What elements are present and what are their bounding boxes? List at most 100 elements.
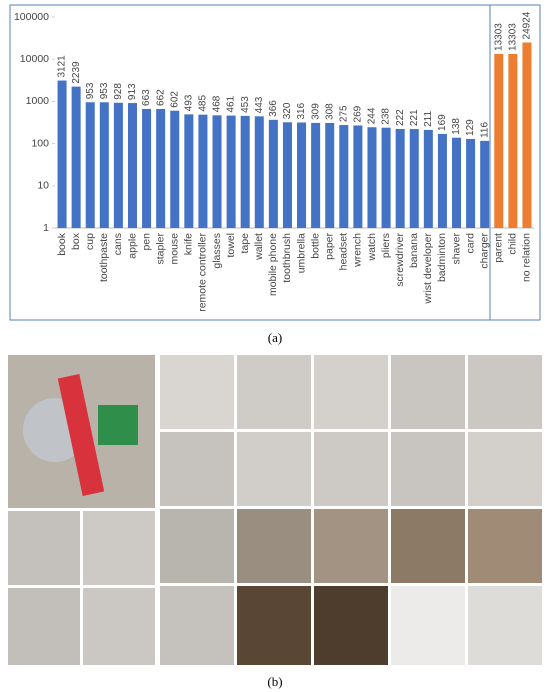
photo (160, 355, 234, 429)
photo (83, 588, 155, 665)
x-tick-label: stapler (154, 232, 166, 264)
x-tick-label: pen (140, 233, 152, 251)
photo (391, 355, 465, 429)
bar (466, 138, 476, 228)
bar (409, 129, 419, 228)
photo (160, 432, 234, 506)
x-tick-label: parent (493, 233, 505, 263)
x-tick-label: paper (324, 233, 336, 260)
value-label: 320 (282, 102, 293, 119)
photo (237, 586, 311, 665)
bar (395, 128, 405, 228)
value-label: 221 (409, 109, 420, 126)
bar (268, 119, 278, 228)
bar (423, 129, 433, 228)
x-tick-label: bottle (309, 233, 321, 259)
value-label: 309 (310, 103, 321, 120)
value-label: 953 (85, 82, 96, 99)
x-tick-label: knife (183, 233, 195, 255)
value-label: 461 (226, 95, 237, 112)
y-tick-label: 100000 (14, 11, 49, 23)
bar (353, 125, 363, 228)
photo (468, 355, 542, 429)
x-tick-label: umbrella (295, 233, 307, 273)
photo (314, 509, 388, 583)
x-tick-label: book (56, 232, 68, 256)
x-tick-label: glasses (211, 233, 223, 269)
x-tick-label: cans (112, 233, 124, 255)
x-tick-label: mouse (169, 233, 181, 265)
bar (198, 114, 208, 228)
bar (156, 108, 166, 228)
value-label: 222 (395, 109, 406, 126)
x-tick-label: badminton (436, 233, 448, 282)
bar (212, 115, 222, 228)
value-label: 211 (423, 111, 434, 127)
photo (314, 355, 388, 429)
bar (226, 115, 236, 228)
value-label: 2239 (71, 61, 82, 84)
bar (325, 122, 335, 228)
photo (57, 374, 105, 496)
photo (83, 511, 155, 585)
bar (71, 86, 81, 228)
panel-label: (b) (267, 674, 282, 689)
x-tick-label: shaver (450, 232, 462, 264)
photo (468, 509, 542, 583)
x-tick-label: child (507, 233, 519, 255)
bar (240, 115, 250, 228)
value-label: 129 (465, 119, 476, 136)
x-tick-label: box (70, 232, 82, 250)
x-tick-label: tape (239, 233, 251, 254)
value-label: 3121 (57, 55, 68, 78)
value-label: 116 (479, 121, 490, 137)
value-label: 468 (212, 95, 223, 112)
bar (297, 122, 307, 228)
chart-frame (9, 4, 541, 321)
photo (8, 511, 80, 585)
value-label: 316 (296, 102, 307, 119)
bar (113, 102, 123, 228)
x-tick-label: wallet (253, 233, 265, 261)
bar (381, 127, 391, 228)
value-label: 913 (127, 83, 138, 100)
value-label: 24924 (522, 11, 533, 39)
x-tick-label: headset (338, 233, 350, 270)
bar (85, 102, 95, 228)
photo (237, 432, 311, 506)
photo-grid (8, 355, 542, 665)
x-tick-label: towel (225, 233, 237, 258)
x-tick-label: screwdriver (394, 233, 406, 287)
y-tick-label: 10 (37, 180, 49, 192)
bar (437, 133, 447, 228)
bar (367, 127, 377, 228)
x-tick-label: remote controller (197, 232, 209, 311)
value-label: 269 (353, 105, 364, 122)
x-tick-label: charger (478, 233, 490, 269)
x-tick-label: pliers (380, 233, 392, 258)
photo (314, 586, 388, 665)
x-tick-label: cup (84, 233, 96, 250)
x-tick-label: wrist developer (422, 233, 434, 305)
y-tick-label: 1000 (26, 95, 50, 107)
x-tick-label: toothbrush (281, 233, 293, 283)
photo (391, 586, 465, 665)
value-label: 663 (141, 89, 152, 106)
photo (160, 586, 234, 665)
y-tick-label: 100 (31, 137, 49, 149)
photo (8, 588, 80, 665)
bar (282, 122, 292, 228)
photo (391, 432, 465, 506)
value-label: 485 (198, 95, 209, 112)
value-label: 238 (381, 108, 392, 125)
photo (314, 432, 388, 506)
x-tick-label: banana (408, 233, 420, 268)
value-label: 953 (99, 82, 110, 99)
bar (142, 108, 152, 228)
photo (237, 509, 311, 583)
x-tick-label: no relation (521, 233, 533, 282)
value-label: 138 (451, 118, 462, 135)
bar (480, 140, 490, 228)
value-label: 453 (240, 96, 251, 113)
